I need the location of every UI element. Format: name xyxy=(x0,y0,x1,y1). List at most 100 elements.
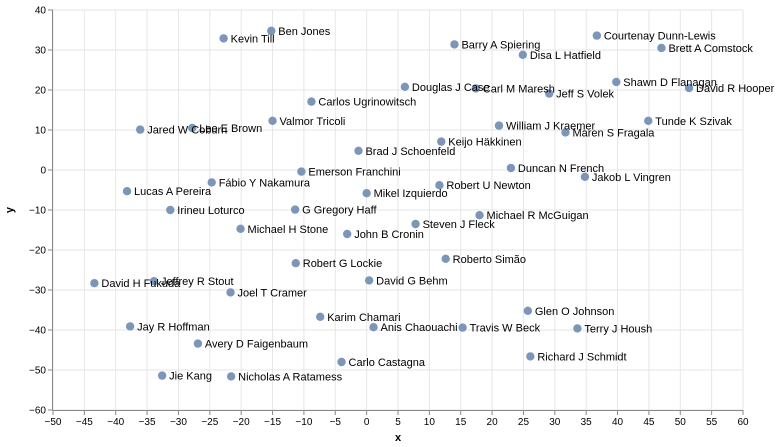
data-label: Kevin Till xyxy=(231,33,275,45)
data-point xyxy=(291,259,300,268)
data-point xyxy=(219,34,228,43)
data-label: Fábio Y Nakamura xyxy=(219,177,311,189)
data-label: Richard J Schmidt xyxy=(537,351,626,363)
data-point xyxy=(411,219,420,229)
data-point xyxy=(526,352,535,361)
data-point xyxy=(193,339,203,348)
x-tick-label: 15 xyxy=(455,417,467,428)
data-label: Roberto Simão xyxy=(453,254,526,266)
y-tick-label: −10 xyxy=(29,206,46,217)
grid xyxy=(52,9,744,411)
data-point xyxy=(518,50,528,59)
x-tick-label: 25 xyxy=(518,417,530,428)
data-point xyxy=(342,229,352,239)
data-label: Nicholas A Ratamess xyxy=(238,371,342,383)
data-point xyxy=(644,116,653,126)
data-point xyxy=(135,125,145,134)
data-label: David H Fukuda xyxy=(101,278,181,290)
data-point xyxy=(207,178,216,187)
data-point xyxy=(573,324,582,333)
data-label: Maren S Fragala xyxy=(572,127,655,139)
data-point xyxy=(494,121,504,130)
data-point xyxy=(657,43,666,53)
data-point xyxy=(122,187,132,196)
x-tick-label: −5 xyxy=(330,417,342,428)
data-point xyxy=(125,322,135,331)
data-point xyxy=(166,205,175,215)
x-tick-label: −50 xyxy=(45,417,62,428)
data-label: G Gregory Haff xyxy=(302,205,377,217)
data-label: Jeff S Volek xyxy=(556,89,614,101)
data-label: Ben Jones xyxy=(278,26,330,38)
x-tick-label: 0 xyxy=(364,417,370,428)
data-point xyxy=(316,312,325,321)
data-label: Brad J Schoenfeld xyxy=(365,146,455,158)
data-point xyxy=(400,82,410,92)
data-points xyxy=(90,26,694,381)
data-label: Irineu Loturco xyxy=(177,205,244,217)
data-label: Jay R Hoffman xyxy=(137,321,210,333)
data-label: Keijo Häkkinen xyxy=(448,137,521,149)
x-tick-label: 45 xyxy=(643,417,655,428)
data-point xyxy=(506,163,516,173)
x-tick-label: 40 xyxy=(612,417,624,428)
data-label: Lucas A Pereira xyxy=(134,186,212,198)
data-point xyxy=(450,40,459,49)
data-label: Tunde K Szivak xyxy=(655,116,732,128)
axes: −50 −45 −40 −35 −30 −25 −20 −15 −10 −5 0 5 10 15 20 25 3… xyxy=(29,6,749,429)
y-tick-label: 40 xyxy=(35,6,47,17)
data-label: Glen O Johnson xyxy=(535,306,615,318)
data-label: Brett A Comstock xyxy=(668,43,753,55)
y-tick-label: −20 xyxy=(29,246,46,257)
data-label: Shawn D Flanagan xyxy=(623,77,717,89)
data-point xyxy=(226,288,235,297)
data-point xyxy=(297,167,306,176)
data-point xyxy=(90,279,99,288)
x-tick-label: −15 xyxy=(264,417,281,428)
data-point xyxy=(458,323,467,332)
data-label: Travis W Beck xyxy=(470,323,541,335)
data-label: Disa L Hatfield xyxy=(530,50,601,62)
data-label: Carl M Maresh xyxy=(483,83,555,95)
data-label: Carlo Castagna xyxy=(349,357,426,369)
y-tick-label: 10 xyxy=(35,126,47,137)
data-label: Michael H Stone xyxy=(248,224,329,236)
data-label: Karim Chamari xyxy=(327,312,400,324)
data-label: Joel T Cramer xyxy=(238,287,308,299)
x-tick-label: −35 xyxy=(139,417,156,428)
data-point xyxy=(544,89,554,98)
x-tick-label: 60 xyxy=(737,417,749,428)
data-label: William J Kraemer xyxy=(506,121,596,133)
data-point xyxy=(580,172,590,181)
data-label: Duncan N French xyxy=(518,163,604,175)
data-label: Jie Kang xyxy=(169,371,212,383)
data-point xyxy=(307,97,316,106)
data-point xyxy=(592,31,602,40)
x-tick-label: 35 xyxy=(581,417,593,428)
data-label: Emerson Franchini xyxy=(308,167,400,179)
y-tick-label: −50 xyxy=(29,366,46,377)
data-point xyxy=(354,146,363,155)
data-point xyxy=(337,357,346,367)
data-point xyxy=(684,83,694,93)
y-tick-label: −30 xyxy=(29,286,46,297)
data-label: Jared W Coburn xyxy=(147,125,227,137)
x-tick-label: −40 xyxy=(107,417,124,428)
y-tick-label: 0 xyxy=(40,166,46,177)
data-label: Avery D Faigenbaum xyxy=(205,339,308,351)
x-tick-label: 55 xyxy=(706,417,718,428)
data-point xyxy=(362,189,371,198)
data-point xyxy=(435,181,444,190)
data-label: Steven J Fleck xyxy=(423,219,496,231)
data-point xyxy=(471,84,480,93)
data-point xyxy=(267,26,276,35)
x-tick-label: 5 xyxy=(395,417,401,428)
data-label: Robert G Lockie xyxy=(303,258,382,270)
data-point xyxy=(157,371,167,380)
x-tick-label: 20 xyxy=(487,417,499,428)
x-tick-label: 30 xyxy=(549,417,561,428)
data-label: David G Behm xyxy=(376,275,448,287)
data-point xyxy=(441,254,450,263)
